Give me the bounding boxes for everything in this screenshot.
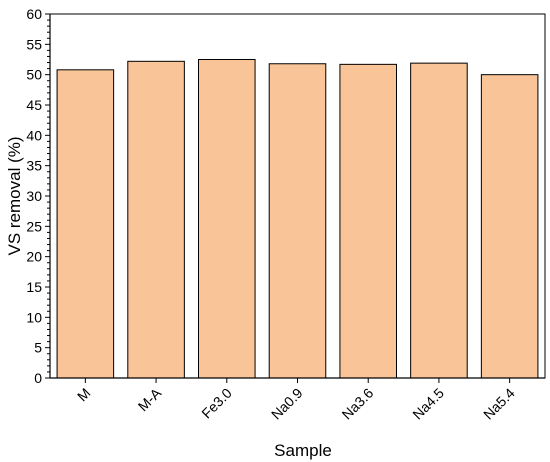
y-tick-label: 30 (26, 188, 42, 204)
y-tick-label: 40 (26, 127, 42, 143)
x-tick-label: M-A (135, 384, 165, 414)
bars-group (56, 59, 539, 379)
y-tick-label: 55 (26, 36, 42, 52)
x-tick-label: M (74, 385, 94, 405)
y-tick-label: 35 (26, 158, 42, 174)
bar-na5-4 (480, 74, 539, 379)
y-tick-label: 45 (26, 97, 42, 113)
y-tick-label: 20 (26, 249, 42, 265)
x-tick-label: Fe3.0 (198, 385, 235, 422)
y-tick-label: 0 (34, 370, 42, 386)
y-tick-label: 10 (26, 309, 42, 325)
y-tick-label: 60 (26, 6, 42, 22)
x-tick-label: Na4.5 (409, 385, 447, 423)
x-ticks-group: M M-A Fe3.0 Na0.9 Na3.6 Na4.5 Na5.4 (74, 378, 518, 423)
y-tick-label: 50 (26, 67, 42, 83)
y-ticks-group: 0 5 10 15 20 25 30 35 40 45 50 55 60 (26, 6, 50, 386)
bar-fe3-0 (198, 59, 256, 379)
bar-m (56, 69, 115, 379)
y-tick-label: 25 (26, 218, 42, 234)
x-tick-label: Na5.4 (480, 385, 518, 423)
bar-na3-6 (339, 63, 397, 379)
bar-m-a (127, 60, 185, 379)
y-tick-label: 5 (34, 340, 42, 356)
y-axis-title: VS removal (%) (5, 136, 24, 255)
x-tick-label: Na0.9 (268, 385, 306, 423)
x-axis-title: Sample (274, 441, 332, 460)
x-tick-label: Na3.6 (339, 385, 377, 423)
bar-na0-9 (268, 63, 327, 379)
bar-na4-5 (410, 62, 468, 379)
y-tick-label: 15 (26, 279, 42, 295)
